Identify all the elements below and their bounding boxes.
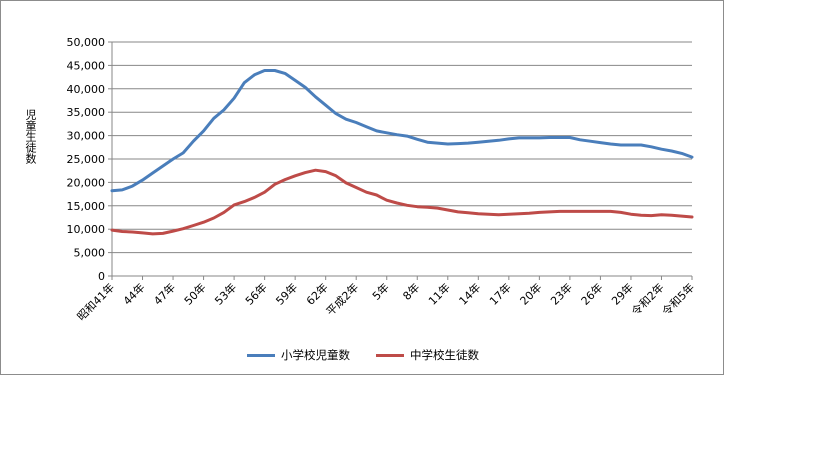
x-tick-label: 23年 [547,280,575,308]
chart-frame: 0 5,000 10,000 15,000 20,000 25,000 30,000 35,0… [0,0,724,375]
x-tick-label: 平成2年 [323,280,361,318]
legend-swatch-junior-high [376,353,404,357]
x-tick-label: 令和5年 [659,280,697,318]
y-tick-label: 35,000 [67,106,106,119]
y-tick-label: 10,000 [67,223,106,236]
legend-label-junior-high: 中学校生徒数 [410,348,479,362]
x-tick-label: 44年 [120,280,148,308]
y-axis: 0 5,000 10,000 15,000 20,000 25,000 30,000 35,0… [67,36,113,283]
x-tick-label: 47年 [151,280,179,308]
x-tick-label: 20年 [517,280,545,308]
legend: 小学校児童数 中学校生徒数 [1,346,725,364]
x-tick-label: 昭和41年 [74,280,117,323]
y-tick-label: 20,000 [67,176,106,189]
gridlines [112,41,692,254]
x-tick-label: 14年 [456,280,484,308]
x-tick-label: 令和2年 [628,280,666,318]
legend-label-elementary: 小学校児童数 [281,348,350,362]
x-tick-label: 17年 [486,280,514,308]
x-tick-label: 11年 [425,280,453,308]
y-tick-label: 30,000 [67,130,106,143]
x-tick-label: 59年 [273,280,301,308]
series-line-elementary [110,69,694,193]
x-tick-label: 5年 [369,280,392,303]
series-lines [110,69,694,236]
y-tick-label: 40,000 [67,83,106,96]
legend-item-junior-high: 中学校生徒数 [376,347,479,363]
x-tick-label: 56年 [242,280,270,308]
x-tick-label: 50年 [181,280,209,308]
y-tick-label: 45,000 [67,59,106,72]
x-tick-label: 53年 [212,280,240,308]
legend-swatch-elementary [247,353,275,357]
legend-item-elementary: 小学校児童数 [247,347,350,363]
y-axis-label: 児童生徒数 [24,109,37,164]
x-tick-label: 26年 [578,280,606,308]
y-tick-label: 50,000 [67,36,106,49]
y-tick-label: 0 [98,270,105,283]
y-tick-label: 5,000 [74,247,106,260]
x-tick-label: 8年 [400,280,423,303]
x-tick-label: 29年 [608,280,636,308]
line-chart: 0 5,000 10,000 15,000 20,000 25,000 30,000 35,0… [67,36,698,323]
y-tick-label: 15,000 [67,200,106,213]
y-tick-label: 25,000 [67,153,106,166]
x-tick-label: 62年 [303,280,331,308]
series-line-junior-high [110,168,694,236]
